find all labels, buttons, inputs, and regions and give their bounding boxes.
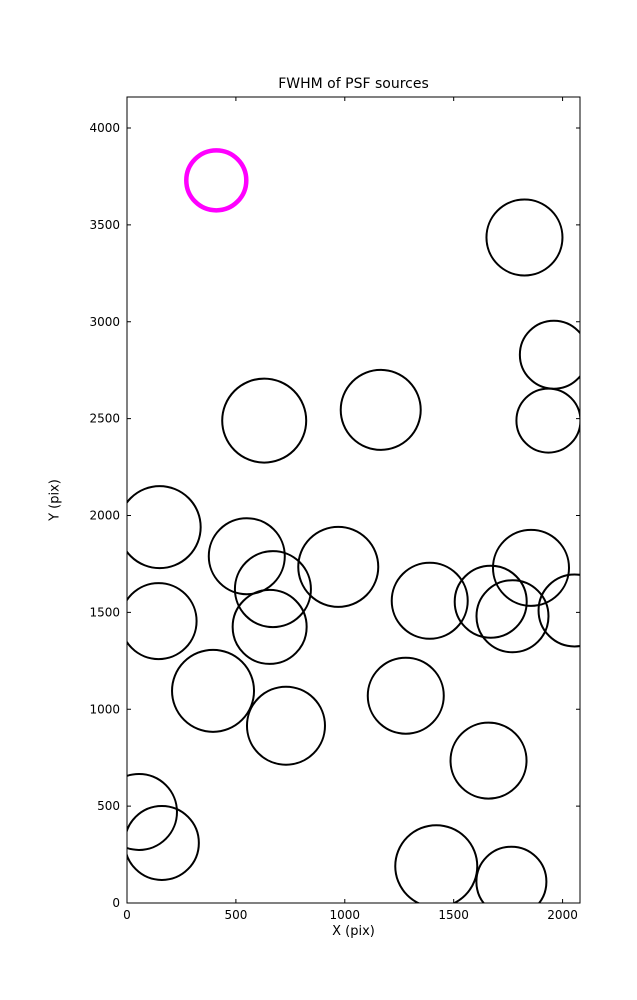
y-tick-label: 2500 xyxy=(89,412,120,426)
psf-circle xyxy=(366,656,445,735)
x-tick-label: 0 xyxy=(123,908,131,922)
psf-circle xyxy=(297,525,380,608)
y-tick-label: 3500 xyxy=(89,218,120,232)
x-axis-label: X (pix) xyxy=(332,924,375,939)
y-tick-label: 2000 xyxy=(89,509,120,523)
psf-circle xyxy=(515,387,580,454)
y-tick-label: 500 xyxy=(97,799,120,813)
psf-circle xyxy=(449,721,528,800)
psf-circle xyxy=(171,648,256,733)
y-tick-label: 3000 xyxy=(89,315,120,329)
y-tick-label: 0 xyxy=(112,896,120,910)
psf-circle xyxy=(491,528,570,607)
psf-circle xyxy=(207,517,286,596)
psf-circle xyxy=(127,582,198,661)
psf-circle-highlight xyxy=(184,148,249,213)
psf-circles-group xyxy=(127,148,580,903)
psf-circle xyxy=(221,377,308,464)
psf-circle xyxy=(127,772,178,851)
y-tick-label: 1500 xyxy=(89,605,120,619)
psf-circle xyxy=(394,824,479,903)
psf-circle xyxy=(475,579,550,654)
y-axis-label: Y (pix) xyxy=(47,479,63,521)
psf-circle xyxy=(233,550,312,629)
psf-circle xyxy=(453,564,528,639)
x-tick-label: 1000 xyxy=(330,908,361,922)
psf-circle xyxy=(485,198,564,277)
psf-circle xyxy=(537,573,580,648)
psf-circle xyxy=(127,485,202,570)
psf-circle xyxy=(339,368,422,451)
axes-frame xyxy=(126,96,581,904)
x-tick-label: 2000 xyxy=(547,908,578,922)
x-tick-label: 500 xyxy=(224,908,247,922)
chart-title: FWHM of PSF sources xyxy=(278,76,429,92)
psf-circle xyxy=(390,561,469,640)
x-tick-label: 1500 xyxy=(438,908,469,922)
psf-circle xyxy=(245,685,326,766)
psf-circle xyxy=(127,804,200,881)
psf-circle xyxy=(475,845,548,903)
psf-circle xyxy=(231,588,308,665)
y-tick-label: 4000 xyxy=(89,121,120,135)
y-tick-label: 1000 xyxy=(89,702,120,716)
psf-circle xyxy=(518,319,580,390)
